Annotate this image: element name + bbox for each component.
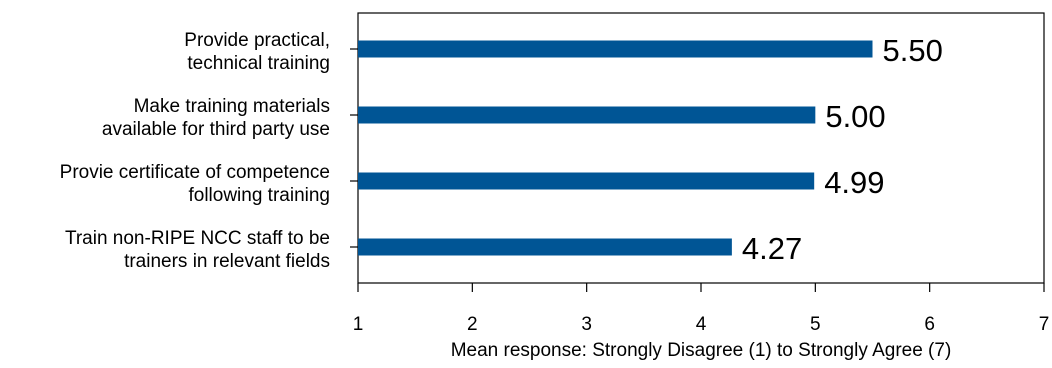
x-tick-label: 4: [696, 314, 707, 335]
x-tick-label: 5: [810, 314, 821, 335]
bar-value-label: 5.00: [825, 99, 885, 134]
y-tick-label-line: Train non-RIPE NCC staff to be: [65, 228, 330, 249]
y-tick-label-line: following training: [188, 185, 330, 206]
bar: [358, 172, 815, 190]
y-tick-label: Provie certificate of competence followin…: [60, 162, 330, 206]
x-tick-label: 1: [353, 314, 364, 335]
bar-value-label: 4.27: [742, 231, 802, 266]
x-tick-label: 2: [467, 314, 478, 335]
x-axis-title: Mean response: Strongly Disagree (1) to …: [451, 340, 952, 361]
y-tick-label-line: technical training: [187, 53, 330, 74]
y-tick-label-line: trainers in relevant fields: [124, 251, 330, 272]
y-tick-label: Provide practical, technical training: [184, 30, 330, 74]
bar: [358, 238, 732, 256]
y-tick-label: Train non-RIPE NCC staff to be trainers i…: [65, 228, 330, 272]
x-tick-label: 7: [1039, 314, 1050, 335]
x-tick-label: 6: [924, 314, 935, 335]
y-tick-label-line: available for third party use: [102, 119, 330, 140]
y-tick-label-line: Make training materials: [134, 96, 330, 117]
bar: [358, 40, 873, 58]
bars-layer: [358, 40, 873, 256]
bar-value-label: 5.50: [883, 33, 943, 68]
x-tick-label: 3: [581, 314, 592, 335]
y-tick-label-line: Provie certificate of competence: [60, 162, 330, 183]
y-tick-label-line: Provide practical,: [184, 30, 330, 51]
bar: [358, 106, 816, 124]
y-axis: Provide practical, technical training Make…: [60, 30, 358, 272]
x-axis: 1 2 3 4 5 6 7: [353, 283, 1050, 335]
value-labels-layer: 5.50 5.00 4.99 4.27: [742, 33, 943, 266]
y-tick-label: Make training materials available for thi…: [102, 96, 330, 140]
bar-value-label: 4.99: [824, 165, 884, 200]
